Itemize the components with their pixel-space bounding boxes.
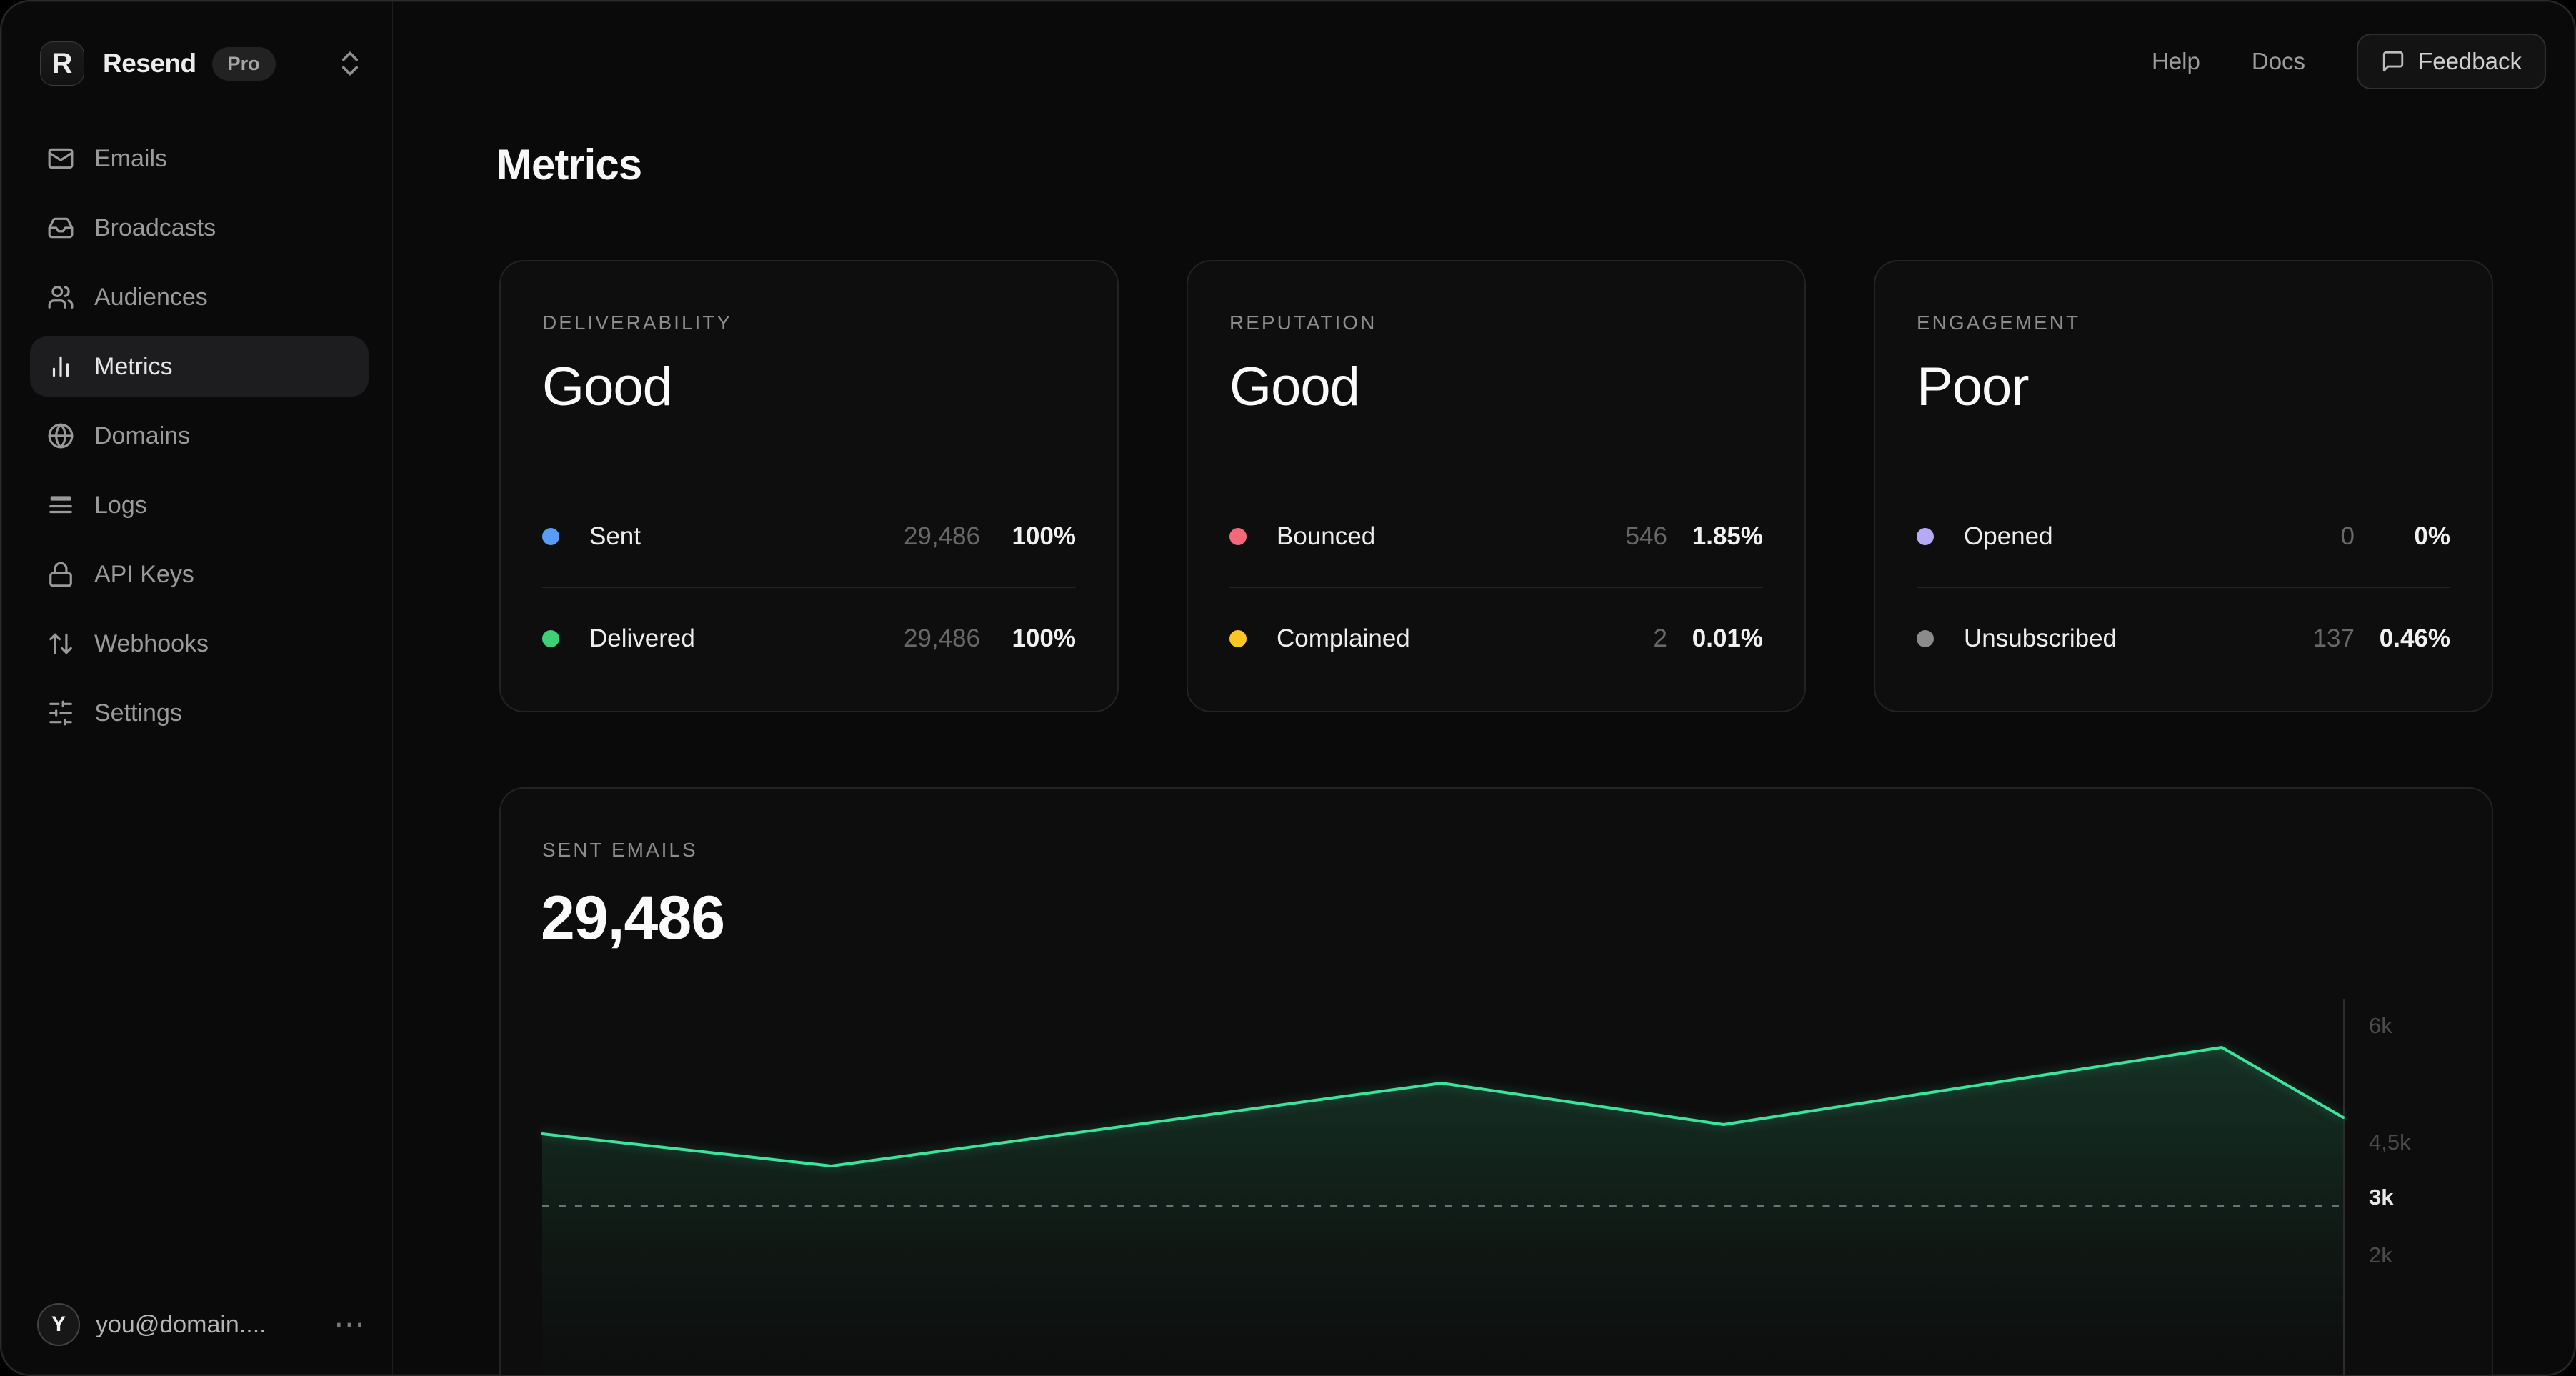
sidebar-item-domains[interactable]: Domains bbox=[30, 406, 369, 466]
sidebar-item-label: Broadcasts bbox=[94, 214, 216, 241]
chevrons-up-down-icon[interactable] bbox=[334, 47, 366, 80]
sidebar-item-emails[interactable]: Emails bbox=[30, 129, 369, 189]
message-square-icon bbox=[2381, 49, 2405, 74]
metric-count: 137 bbox=[2312, 624, 2355, 652]
card-status-value: Good bbox=[1229, 357, 1360, 417]
metric-dot-icon bbox=[1229, 630, 1247, 647]
docs-link[interactable]: Docs bbox=[2251, 48, 2306, 74]
page-title: Metrics bbox=[496, 141, 642, 189]
card-rows: Bounced 546 1.85% Complained 2 0.01% bbox=[1229, 487, 1763, 689]
help-link[interactable]: Help bbox=[2152, 48, 2200, 74]
metric-dot-icon bbox=[1917, 630, 1934, 647]
workspace-switcher[interactable]: R Resend Pro bbox=[40, 41, 276, 86]
metric-label: Sent bbox=[589, 522, 641, 550]
metric-label: Complained bbox=[1277, 624, 1410, 652]
metric-count: 29,486 bbox=[903, 624, 980, 652]
metric-percent: 0.46% bbox=[2379, 624, 2450, 652]
metric-row: Opened 0 0% bbox=[1917, 487, 2450, 588]
metric-dot-icon bbox=[542, 630, 559, 647]
globe-icon bbox=[47, 422, 74, 449]
metric-count: 546 bbox=[1625, 522, 1667, 550]
card-status-value: Good bbox=[542, 357, 673, 417]
metric-percent: 100% bbox=[1012, 624, 1076, 652]
metric-percent: 0% bbox=[2414, 522, 2450, 550]
sidebar-item-label: Webhooks bbox=[94, 629, 209, 657]
card-category-label: ENGAGEMENT bbox=[1917, 311, 2081, 334]
sidebar-item-label: Logs bbox=[94, 491, 147, 519]
user-menu[interactable]: Y you@domain.... ⋯ bbox=[37, 1302, 366, 1347]
metric-row: Complained 2 0.01% bbox=[1229, 588, 1763, 689]
sidebar-nav: Emails Broadcasts Audiences Metrics Doma… bbox=[30, 129, 369, 752]
card-rows: Opened 0 0% Unsubscribed 137 0.46% bbox=[1917, 487, 2450, 689]
sidebar-item-logs[interactable]: Logs bbox=[30, 475, 369, 535]
sidebar-item-label: Domains bbox=[94, 422, 191, 449]
metric-label: Bounced bbox=[1277, 522, 1376, 550]
card-deliverability: DELIVERABILITY Good Sent 29,486 100% Del… bbox=[499, 260, 1119, 712]
metric-percent: 0.01% bbox=[1692, 624, 1763, 652]
bar-chart-icon bbox=[47, 353, 74, 380]
sidebar-item-broadcasts[interactable]: Broadcasts bbox=[30, 198, 369, 258]
y-tick-3k: 3k bbox=[2369, 1185, 2394, 1210]
card-reputation: REPUTATION Good Bounced 546 1.85% Compla… bbox=[1187, 260, 1806, 712]
sidebar-item-api-keys[interactable]: API Keys bbox=[30, 544, 369, 604]
users-icon bbox=[47, 284, 74, 311]
sidebar-item-settings[interactable]: Settings bbox=[30, 683, 369, 743]
sidebar-item-label: API Keys bbox=[94, 560, 194, 588]
card-category-label: DELIVERABILITY bbox=[542, 311, 733, 334]
metric-count: 0 bbox=[2340, 522, 2355, 550]
y-tick-4,5k: 4,5k bbox=[2369, 1130, 2411, 1155]
chart-category-label: SENT EMAILS bbox=[542, 839, 698, 861]
metric-label: Opened bbox=[1964, 522, 2053, 550]
sidebar-item-audiences[interactable]: Audiences bbox=[30, 267, 369, 327]
topbar: Help Docs Feedback bbox=[393, 1, 2575, 121]
ellipsis-icon[interactable]: ⋯ bbox=[334, 1307, 366, 1342]
feedback-button[interactable]: Feedback bbox=[2357, 34, 2546, 89]
metric-label: Unsubscribed bbox=[1964, 624, 2117, 652]
sidebar-item-metrics[interactable]: Metrics bbox=[30, 336, 369, 397]
sent-emails-card: SENT EMAILS 29,486 6k 4,5k 3k 2k bbox=[499, 787, 2493, 1375]
metric-dot-icon bbox=[1917, 528, 1934, 545]
rows-icon bbox=[47, 492, 74, 519]
resend-logo-icon: R bbox=[40, 41, 84, 86]
metric-row: Sent 29,486 100% bbox=[542, 487, 1076, 588]
metric-row: Bounced 546 1.85% bbox=[1229, 487, 1763, 588]
inbox-icon bbox=[47, 214, 74, 241]
sidebar-item-label: Audiences bbox=[94, 283, 208, 311]
lock-icon bbox=[47, 561, 74, 588]
metric-dot-icon bbox=[542, 528, 559, 545]
avatar: Y bbox=[37, 1303, 80, 1346]
metric-row: Unsubscribed 137 0.46% bbox=[1917, 588, 2450, 689]
metric-label: Delivered bbox=[589, 624, 695, 652]
card-status-value: Poor bbox=[1917, 357, 2030, 417]
summary-cards: DELIVERABILITY Good Sent 29,486 100% Del… bbox=[499, 260, 2493, 712]
metric-percent: 100% bbox=[1012, 522, 1076, 550]
metric-dot-icon bbox=[1229, 528, 1247, 545]
card-engagement: ENGAGEMENT Poor Opened 0 0% Unsubscribed… bbox=[1874, 260, 2493, 712]
main-content: Metrics DELIVERABILITY Good Sent 29,486 … bbox=[393, 1, 2575, 1375]
metric-count: 2 bbox=[1653, 624, 1667, 652]
sidebar-item-label: Emails bbox=[94, 144, 168, 172]
chart-total-value: 29,486 bbox=[541, 884, 725, 952]
sliders-icon bbox=[47, 699, 74, 727]
sidebar: R Resend Pro Emails Broadcasts Audiences… bbox=[1, 1, 393, 1375]
sidebar-item-label: Metrics bbox=[94, 352, 173, 380]
area-chart bbox=[541, 1046, 2345, 1375]
mail-icon bbox=[47, 145, 74, 172]
y-tick-2k: 2k bbox=[2369, 1242, 2392, 1267]
sidebar-item-label: Settings bbox=[94, 699, 182, 727]
sidebar-item-webhooks[interactable]: Webhooks bbox=[30, 614, 369, 674]
feedback-label: Feedback bbox=[2418, 48, 2522, 74]
card-category-label: REPUTATION bbox=[1229, 311, 1377, 334]
sent-emails-chart bbox=[541, 999, 2345, 1375]
card-rows: Sent 29,486 100% Delivered 29,486 100% bbox=[542, 487, 1076, 689]
metric-row: Delivered 29,486 100% bbox=[542, 588, 1076, 689]
metric-count: 29,486 bbox=[903, 522, 980, 550]
arrows-up-down-icon bbox=[47, 630, 74, 657]
workspace-name: Resend bbox=[103, 49, 196, 78]
y-tick-6k: 6k bbox=[2369, 1013, 2392, 1038]
plan-badge: Pro bbox=[211, 46, 276, 81]
user-email: you@domain.... bbox=[96, 1310, 266, 1338]
metric-percent: 1.85% bbox=[1692, 522, 1763, 550]
